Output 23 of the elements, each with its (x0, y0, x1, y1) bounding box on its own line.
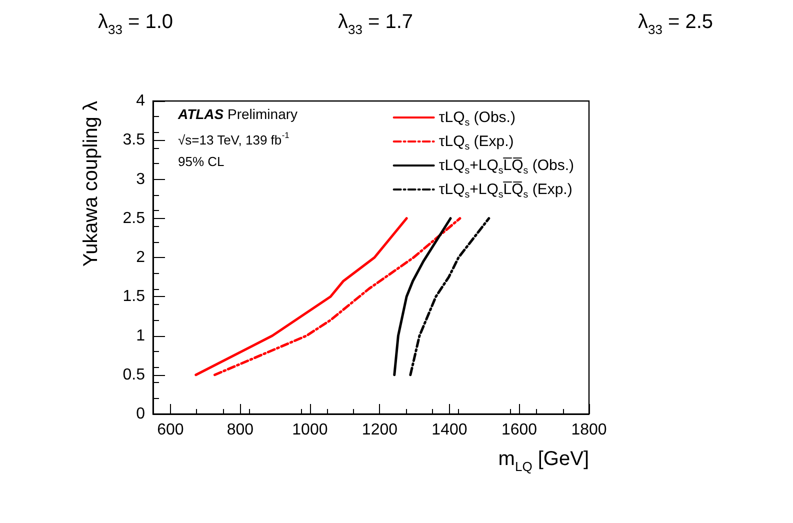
x-tick-label: 800 (226, 422, 254, 438)
line-series (393, 217, 452, 376)
y-tick-label: 2.5 (122, 210, 146, 227)
y-tick-label: 0.5 (122, 366, 146, 384)
annotation: ATLAS Preliminary (177, 106, 298, 122)
x-tick-label: 1800 (571, 422, 607, 438)
x-tick-label: 1600 (501, 422, 538, 438)
y-tick-label: 3 (136, 170, 146, 188)
x-tick-label: 1200 (362, 422, 398, 438)
y-tick-label: 4 (136, 92, 146, 110)
y-tick-label: 1.5 (122, 288, 146, 306)
line-series (213, 217, 462, 376)
y-axis-title: Yukawa coupling λ (80, 101, 102, 267)
annotation: 95% CL (178, 154, 224, 169)
x-tick-label: 1400 (432, 422, 468, 438)
line-series (194, 217, 408, 376)
y-tick-label: 1 (136, 327, 146, 344)
y-tick-label: 2 (136, 249, 146, 266)
x-tick-label: 1000 (292, 422, 328, 438)
y-tick-label: 3.5 (122, 132, 146, 149)
y-tick-label: 0 (136, 406, 146, 422)
line-series (409, 217, 490, 376)
x-tick-label: 600 (157, 422, 184, 438)
